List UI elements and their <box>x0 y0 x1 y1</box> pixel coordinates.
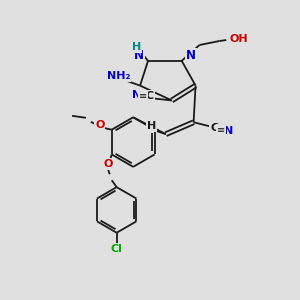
Text: N: N <box>224 126 233 136</box>
Text: H: H <box>131 42 141 52</box>
Text: OH: OH <box>229 34 248 44</box>
Text: N: N <box>186 50 196 62</box>
Text: ≡: ≡ <box>139 91 147 100</box>
Text: C: C <box>210 123 218 133</box>
Text: Cl: Cl <box>111 244 123 254</box>
Text: N: N <box>131 89 141 100</box>
Text: O: O <box>95 120 104 130</box>
Text: N: N <box>134 50 144 62</box>
Text: H: H <box>147 121 157 131</box>
Text: ≡: ≡ <box>217 125 225 135</box>
Text: O: O <box>103 159 112 170</box>
Text: C: C <box>146 91 154 100</box>
Text: NH₂: NH₂ <box>106 71 130 81</box>
